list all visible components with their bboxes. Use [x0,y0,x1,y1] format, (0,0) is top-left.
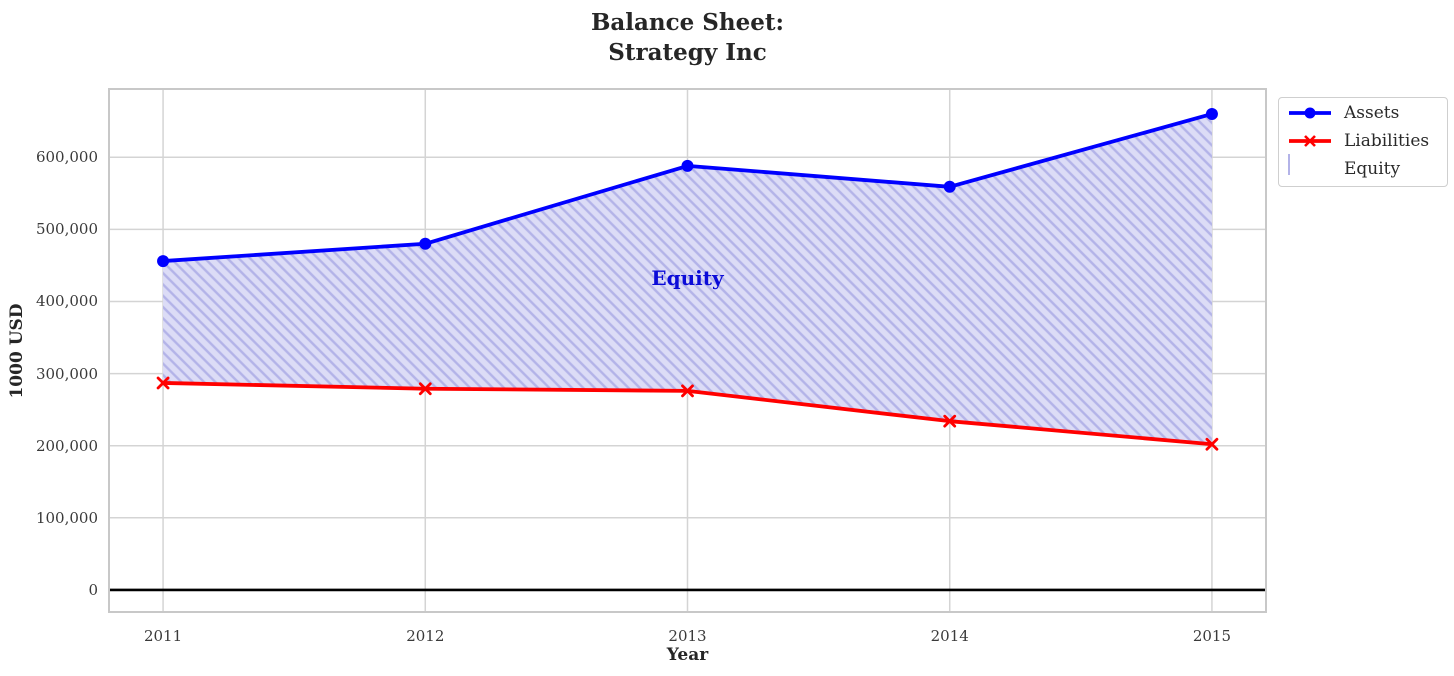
legend-label-assets: Assets [1344,103,1400,123]
x-tick-label: 2013 [668,627,707,645]
y-tick-label: 400,000 [35,292,98,311]
liabilities-marker [681,384,694,398]
plot-area [108,88,1267,613]
y-tick-label: 100,000 [35,508,98,527]
y-tick-label: 300,000 [35,364,98,383]
assets-marker [1205,107,1218,120]
assets-marker [419,237,432,250]
liabilities-marker [943,414,957,428]
y-tick-label: 200,000 [35,436,98,455]
y-axis-label: 1000 USD [7,303,27,399]
y-tick-label: 500,000 [35,220,98,239]
x-tick-label: 2015 [1192,627,1232,645]
x-tick-label: 2011 [143,627,183,645]
chart-title: Balance Sheet: Strategy Inc [590,9,785,66]
x-axis-label: Year [666,645,709,665]
liabilities-marker [418,382,432,396]
liabilities-marker [1205,437,1219,451]
legend-label-equity: Equity [1344,159,1401,179]
equity-swatch-icon [1288,154,1332,183]
legend-label-liabilities: Liabilities [1344,131,1430,151]
assets-marker [943,180,956,193]
liabilities-marker [156,376,170,390]
liabilities-line-icon [1289,135,1331,147]
assets-line-icon [1289,107,1331,119]
assets-marker [681,159,694,172]
y-tick-label: 600,000 [35,148,98,167]
x-tick-label: 2014 [930,627,969,645]
legend-entry-liabilities: Liabilities [1288,127,1439,155]
x-tick-label: 2012 [406,627,445,645]
legend-entry-equity: Equity [1288,154,1439,183]
assets-marker [157,255,170,268]
legend: Assets Liabilities Equity [1278,97,1448,187]
y-tick-label: 0 [88,580,98,599]
plot-border [108,88,1267,613]
equity-area-label: Equity [651,266,724,291]
legend-entry-assets: Assets [1288,99,1439,127]
equity-fill-region [163,113,1212,445]
